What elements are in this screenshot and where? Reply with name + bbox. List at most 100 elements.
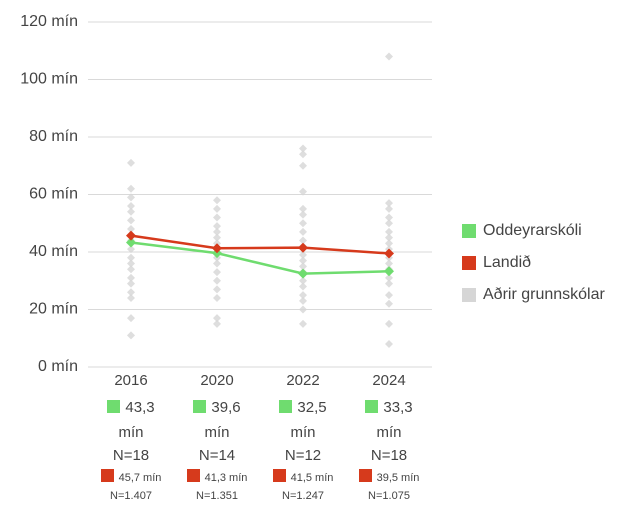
value-label: 39,6 mín [185,395,249,445]
line [130,241,390,275]
scatter-point [213,213,221,222]
n-label: N=18 [113,447,149,464]
value-label: 45,7 mín [88,469,174,487]
n-label: N=1.075 [368,490,410,502]
scatter-point [385,273,393,282]
scatter-point [385,319,393,328]
scatter-point [127,331,135,340]
scatter-point [213,259,221,268]
scatter-point [299,291,307,300]
value-label: 41,3 mín [174,469,260,487]
scatter-point [127,158,135,167]
scatter-point [385,291,393,300]
scatter-point [213,227,221,236]
scatter-point [213,276,221,285]
scatter-point [127,279,135,288]
scatter-point [213,268,221,277]
value-label: 33,3 mín [357,395,421,445]
scatter-point [127,265,135,274]
scatter-point [127,273,135,282]
scatter-point [213,222,221,231]
scatter-point [127,245,135,254]
line-point [126,237,136,248]
scatter-point [299,204,307,213]
scatter-point [385,52,393,61]
legend-label: Oddeyrarskóli [483,222,582,239]
y-tick-label: 120 mín [20,13,78,30]
value-label-box: 33,3 mín [357,395,421,447]
line-point [126,230,136,241]
legend-label: Landið [483,254,531,271]
scatter-point [385,299,393,308]
scatter-point [213,285,221,294]
value-label: 41,5 mín [260,469,346,487]
value-label-box: 41,5 mín [260,469,346,487]
n-label: N=18 [371,447,407,464]
x-tick-label: 2022 [286,372,319,389]
legend-swatch [462,256,476,270]
scatter-point [213,233,221,242]
scatter-point [299,161,307,170]
y-tick-label: 20 mín [29,301,78,318]
value-label-box: 45,7 mín [88,469,174,487]
scatter-point [127,294,135,302]
scatter-point [385,213,393,222]
scatter-point [385,239,393,248]
scatter-point [213,204,221,213]
legend-label: Aðrir grunnskólar [483,286,606,303]
scatter-point [299,276,307,285]
line [130,234,390,255]
n-label: N=1.247 [282,490,324,502]
n-label: N=1.407 [110,490,152,502]
scatter-point [299,210,307,219]
scatter-point [127,259,135,268]
scatter-point [127,225,135,233]
x-tick-label: 2024 [372,372,405,389]
line-point [212,243,222,254]
n-label: N=1.351 [196,490,238,502]
legend-swatch [462,224,476,238]
scatter-point [385,219,393,228]
scatter-point [385,259,393,268]
y-tick-label: 100 mín [20,71,78,88]
scatter-point [213,196,221,205]
scatter-point [299,227,307,236]
value-label: 43,3 mín [99,395,163,445]
legend-swatch [462,288,476,302]
scatter-point [385,199,393,208]
x-tick-label: 2016 [114,372,147,389]
scatter-point [127,253,135,262]
scatter-point [299,219,307,228]
x-tick-label: 2020 [200,372,233,389]
n-label: N=12 [285,447,321,464]
value-label-box: 43,3 mín [99,395,163,447]
scatter-point [299,262,307,271]
value-label-box: 39,5 mín [346,469,432,487]
value-label-box: 39,6 mín [185,395,249,447]
scatter-point [127,202,135,210]
scatter-point [299,150,307,159]
scatter-point [127,193,135,202]
scatter-point [299,319,307,328]
scatter-point [299,282,307,291]
scatter-point [385,204,393,213]
scatter-point [385,340,393,348]
scatter-point [299,236,307,245]
scatter-point [299,250,307,259]
scatter-point [127,314,135,323]
scatter-point [127,288,135,297]
value-label-box: 41,3 mín [174,469,260,487]
scatter-point [213,319,221,328]
scatter-point [127,216,135,225]
n-label: N=14 [199,447,235,464]
scatter-point [385,279,393,288]
scatter-point [299,296,307,305]
scatter-point [213,314,221,323]
value-label-box: 32,5 mín [271,395,335,447]
line-point [298,268,308,279]
line-point [384,266,394,277]
line-point [384,248,394,259]
line-point [298,242,308,253]
scatter-point [299,305,307,314]
